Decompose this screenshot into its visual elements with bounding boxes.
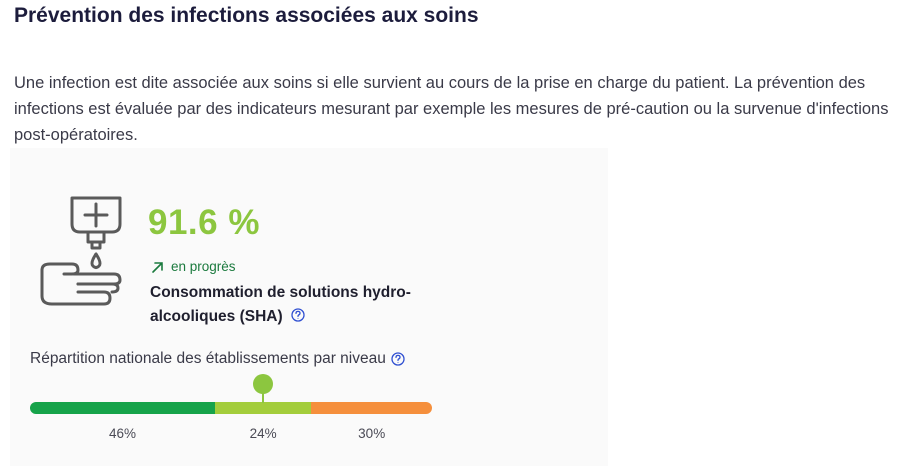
distribution-percent-label: 46% [108, 426, 136, 441]
distribution-segment [214, 402, 312, 414]
help-icon[interactable] [291, 308, 305, 322]
level-marker-icon [253, 374, 274, 403]
trend-label: en progrès [171, 259, 236, 274]
indicator-score: 91.6 % [148, 203, 260, 242]
distribution-label: Répartition nationale des établissements… [30, 350, 386, 367]
distribution-segment [311, 402, 432, 414]
distribution-bar [30, 402, 432, 414]
distribution-label-block: Répartition nationale des établissements… [30, 350, 405, 368]
distribution-percent-label: 24% [249, 426, 277, 441]
hand-sanitizer-icon [40, 196, 122, 306]
arrow-up-right-icon [152, 261, 163, 273]
distribution-percent-label: 30% [358, 426, 386, 441]
trend-badge: en progrès [151, 259, 236, 274]
indicator-label-block: Consommation de solutions hydro-alcooliq… [150, 281, 440, 329]
help-icon[interactable] [391, 352, 405, 366]
intro-text: Une infection est dite associée aux soin… [14, 74, 889, 144]
distribution-segment [30, 402, 215, 414]
indicator-label: Consommation de solutions hydro-alcooliq… [150, 284, 411, 325]
page-title: Prévention des infections associées aux … [14, 4, 479, 27]
